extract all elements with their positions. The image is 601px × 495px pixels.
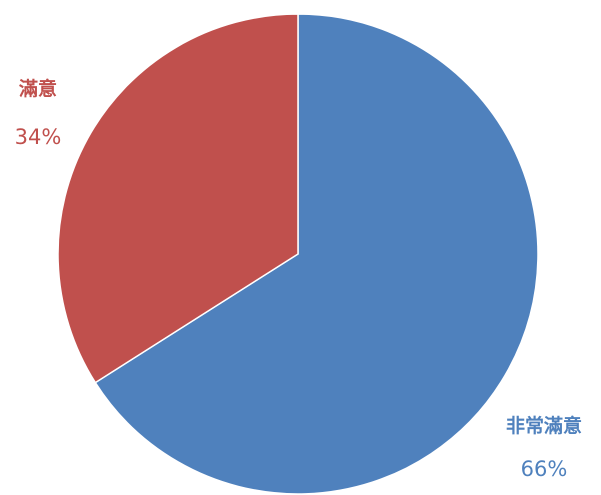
slice-percent-very-satisfied: 66% — [521, 457, 568, 481]
slice-label-satisfied: 滿意 — [19, 77, 57, 100]
pie-slices — [57, 13, 539, 495]
pie-slice-satisfied — [57, 13, 299, 384]
slice-label-very-satisfied: 非常滿意 — [506, 414, 582, 437]
pie-slice-very-satisfied — [94, 13, 539, 495]
slice-percent-satisfied: 34% — [15, 125, 62, 149]
